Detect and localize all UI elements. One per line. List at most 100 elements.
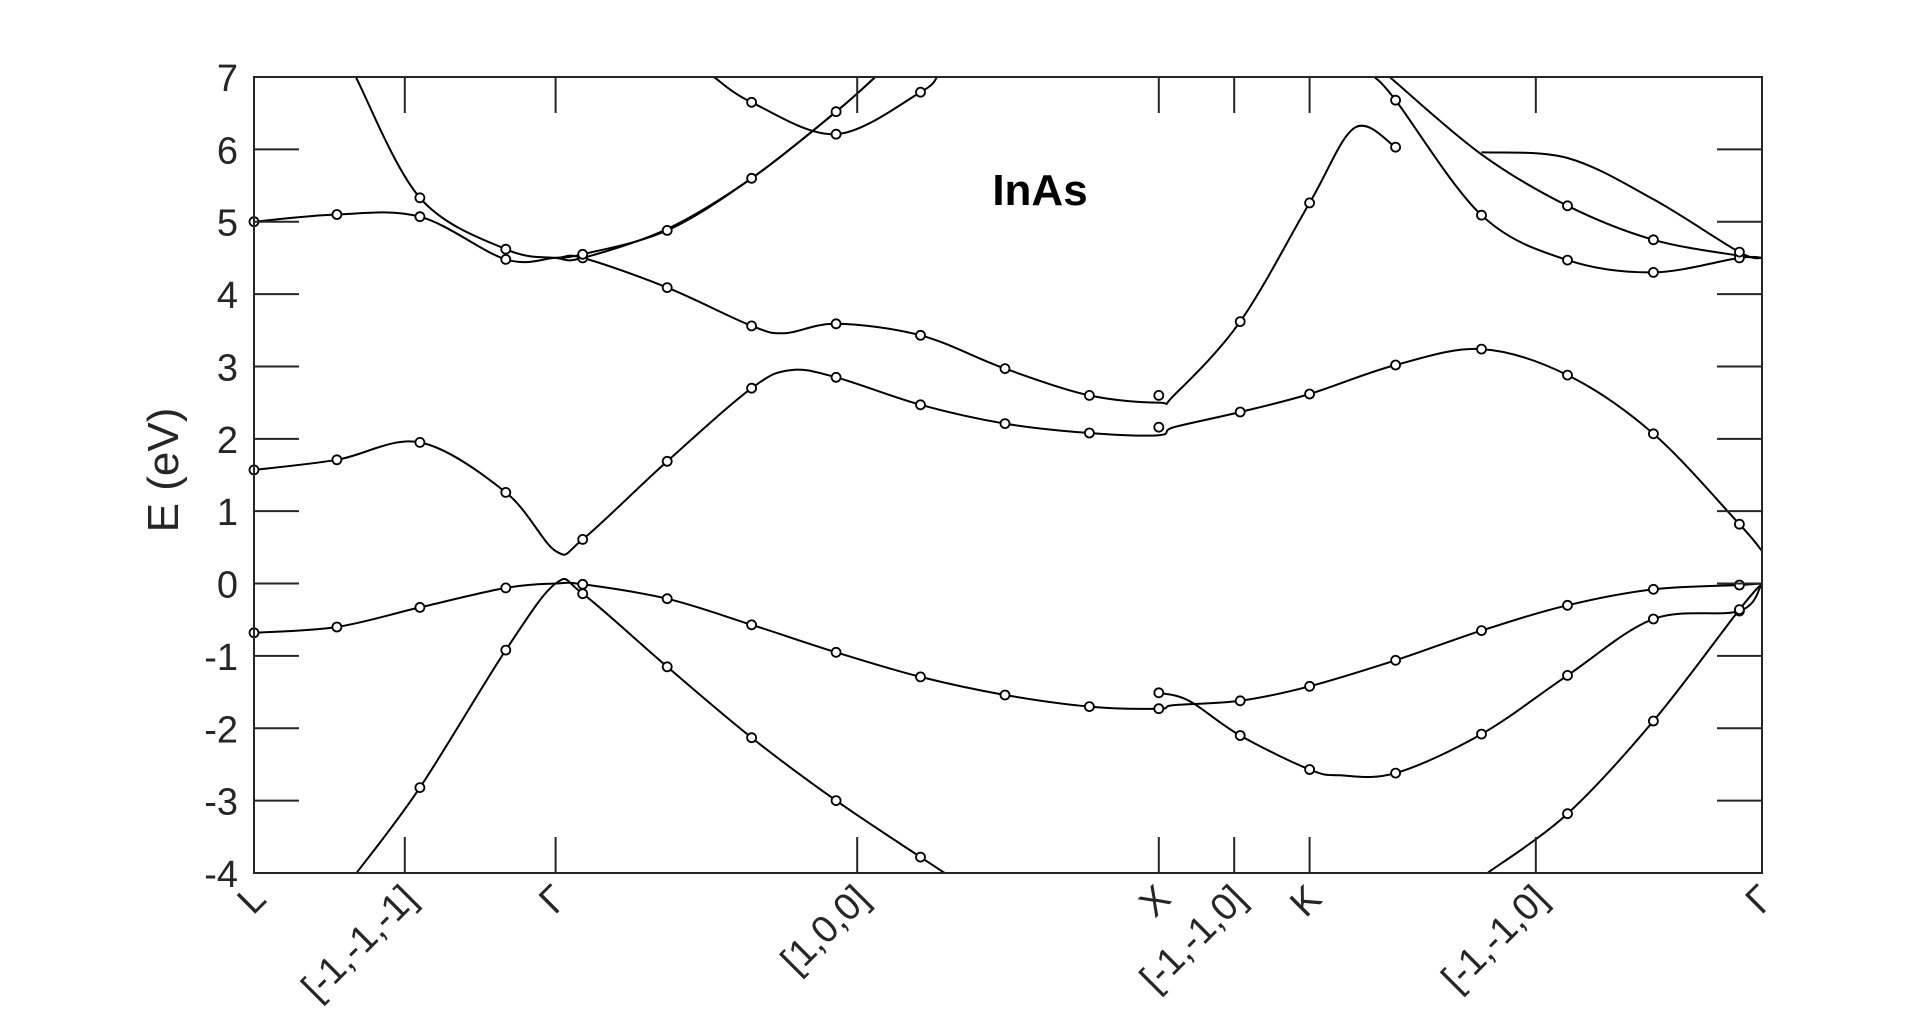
sample-marker	[1648, 234, 1659, 246]
y-axis-label: E (eV)	[139, 408, 188, 533]
sample-marker	[661, 282, 673, 294]
band-curve-2	[355, 577, 946, 873]
x-tick-label: X	[1132, 878, 1180, 926]
sample-marker	[1562, 599, 1573, 611]
sample-marker	[999, 689, 1011, 701]
sample-marker	[1390, 654, 1401, 666]
sample-marker	[577, 248, 589, 260]
y-tick-label: -2	[204, 709, 238, 751]
y-tick-label: -3	[204, 782, 238, 824]
y-tick-label: 1	[217, 492, 238, 534]
sample-marker	[1648, 715, 1659, 727]
sample-marker	[1562, 369, 1573, 381]
sample-marker	[1084, 389, 1095, 401]
sample-marker	[1476, 728, 1487, 740]
sample-marker	[1234, 695, 1246, 707]
band-curve-10	[1373, 77, 1762, 274]
sample-marker	[1476, 343, 1487, 355]
sample-marker	[999, 363, 1011, 375]
sample-marker	[1562, 200, 1573, 212]
band-curve-8	[555, 77, 876, 259]
sample-marker	[1734, 518, 1745, 530]
sample-marker	[661, 661, 673, 673]
sample-marker	[746, 172, 757, 184]
x-tick-label: [-1,-1,0]	[1434, 878, 1556, 1000]
plot-frame	[253, 76, 1763, 874]
sample-marker	[746, 619, 757, 631]
axis-ticks	[253, 76, 1763, 874]
sample-marker	[830, 646, 842, 658]
y-tick-label: 3	[217, 347, 238, 389]
sample-marker	[661, 593, 673, 605]
sample-marker	[1234, 730, 1246, 741]
sample-marker	[1153, 687, 1165, 699]
sample-marker	[1153, 389, 1165, 401]
band-curve-3	[1158, 582, 1762, 779]
sample-marker	[1648, 428, 1659, 440]
sample-marker	[500, 253, 512, 265]
x-tick-labels: L [-1,-1,-1] Γ [1,0,0] X[-1,-1,0] K [-1,-1,0] Γ	[230, 878, 1783, 1009]
band-curve-7	[354, 77, 876, 262]
y-tick-labels: -4 -3 -2 -1 0 1 2 3 4 5 6 7	[204, 58, 238, 896]
y-tick-label: 2	[217, 420, 238, 462]
sample-marker	[746, 96, 757, 108]
sample-marker	[1304, 680, 1315, 692]
sample-marker	[1648, 583, 1659, 595]
sample-marker	[830, 371, 842, 383]
sample-marker	[1153, 421, 1165, 433]
sample-marker	[999, 418, 1011, 430]
sample-marker	[1476, 625, 1487, 636]
y-tick-label: 5	[217, 203, 238, 245]
sample-marker	[661, 224, 673, 236]
sample-marker	[1562, 808, 1573, 820]
y-tick-label: 7	[217, 58, 238, 100]
sample-marker	[414, 211, 426, 223]
sample-marker	[331, 209, 343, 220]
sample-marker	[414, 782, 426, 793]
sample-marker	[830, 318, 842, 330]
band-curve-12	[1481, 151, 1762, 260]
x-tick-label: Γ	[1738, 878, 1783, 923]
sample-marker	[331, 621, 343, 633]
x-tick-label: [-1,-1,-1]	[294, 878, 425, 1009]
sample-marker	[915, 86, 926, 98]
y-tick-label: 6	[217, 130, 238, 172]
sample-marker	[915, 399, 926, 411]
sample-marker	[414, 602, 426, 613]
sample-marker	[746, 732, 757, 744]
sample-marker	[500, 582, 512, 594]
sample-marker	[1234, 316, 1246, 328]
sample-marker	[746, 382, 757, 394]
sample-marker	[414, 436, 426, 448]
sample-marker	[414, 192, 426, 204]
sample-marker	[830, 128, 842, 140]
y-tick-label: -4	[204, 854, 238, 896]
x-tick-label: [1,0,0]	[773, 878, 877, 982]
sample-marker	[331, 454, 343, 466]
sample-marker	[1734, 246, 1745, 258]
sample-marker	[1648, 266, 1659, 278]
sample-marker	[1234, 406, 1246, 418]
sample-marker	[577, 578, 589, 590]
sample-marker	[1734, 579, 1745, 591]
sample-marker	[500, 644, 512, 656]
sample-marker	[1390, 94, 1401, 106]
sample-marker	[577, 588, 589, 600]
sample-marker	[577, 534, 589, 545]
band-curve-1	[254, 581, 1762, 710]
sample-marker	[1390, 141, 1401, 153]
sample-marker	[830, 795, 842, 806]
sample-marker	[1084, 427, 1095, 439]
sample-marker	[1390, 767, 1401, 779]
band-curve-5	[254, 347, 1762, 556]
sample-marker	[1562, 254, 1573, 266]
sample-marker	[830, 106, 842, 118]
sample-marker	[1648, 613, 1659, 625]
x-tick-label: Γ	[531, 878, 576, 923]
chart-title: InAs	[992, 166, 1087, 215]
sample-marker	[661, 455, 673, 467]
x-tick-label: K	[1282, 878, 1330, 926]
band-curve-6	[254, 124, 1397, 406]
y-tick-label: -1	[204, 637, 238, 679]
